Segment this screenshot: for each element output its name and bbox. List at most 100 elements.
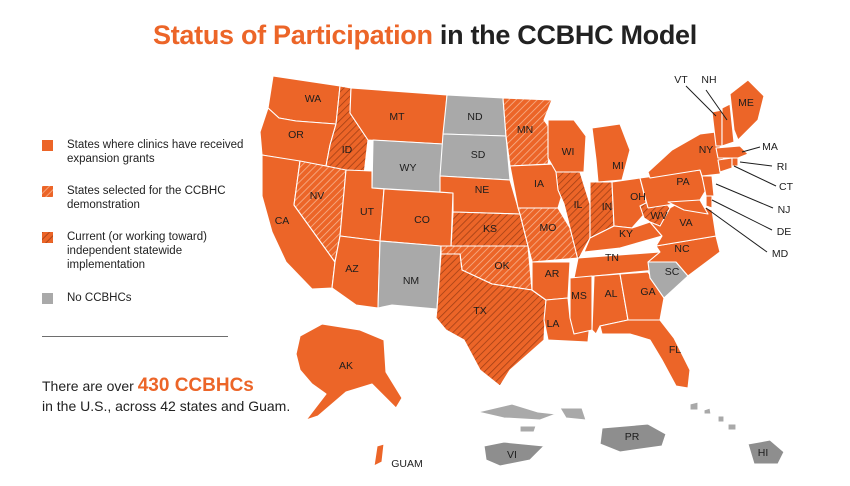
- map-title: Status of Participation in the CCBHC Mod…: [0, 20, 850, 51]
- label-VA: VA: [679, 217, 692, 229]
- territory-guam: [373, 443, 385, 467]
- footnote: There are over 430 CCBHCs in the U.S., a…: [42, 376, 342, 416]
- island-small-1: [689, 401, 699, 411]
- label-TN: TN: [605, 252, 619, 264]
- state-MA: [715, 145, 749, 159]
- footnote-post: in the U.S., across 42 states and Guam.: [42, 398, 291, 414]
- label-SC: SC: [665, 266, 680, 278]
- state-MO: [517, 207, 579, 263]
- label-KY: KY: [619, 228, 633, 240]
- state-MS: [569, 275, 593, 335]
- island-small-2: [703, 407, 712, 415]
- label-UT: UT: [360, 206, 375, 218]
- island-cuba: [477, 403, 557, 421]
- label-WY: WY: [400, 162, 417, 174]
- label-MD: MD: [772, 248, 789, 260]
- label-OK: OK: [494, 260, 509, 272]
- label-VI: VI: [507, 449, 517, 461]
- label-MT: MT: [389, 111, 405, 123]
- label-KS: KS: [483, 223, 497, 235]
- island-small-4: [727, 423, 737, 431]
- label-WV: WV: [651, 210, 668, 222]
- state-HI: [747, 439, 785, 465]
- swatch-light-hatch: [42, 186, 53, 197]
- label-MN: MN: [517, 124, 533, 136]
- island-hispaniola: [559, 407, 587, 421]
- label-NJ: NJ: [778, 204, 791, 216]
- label-MA: MA: [762, 141, 778, 153]
- legend-divider: [42, 336, 228, 337]
- label-PA: PA: [676, 176, 689, 188]
- label-MS: MS: [571, 290, 587, 302]
- state-AK: [295, 323, 403, 421]
- territory-pr: [599, 423, 667, 453]
- state-NJ: [701, 175, 715, 197]
- label-CT: CT: [779, 181, 794, 193]
- island-small-3: [717, 415, 725, 423]
- legend-label: No CCBHCs: [67, 292, 132, 304]
- state-FL: [599, 319, 691, 389]
- label-AR: AR: [545, 268, 560, 280]
- label-ME: ME: [738, 97, 754, 109]
- label-AL: AL: [605, 288, 618, 300]
- label-NC: NC: [674, 243, 690, 255]
- label-WI: WI: [562, 146, 575, 158]
- label-SD: SD: [471, 149, 486, 161]
- legend-label: Current (or working toward) independent …: [67, 231, 207, 271]
- state-DE: [705, 195, 713, 209]
- label-OR: OR: [288, 129, 304, 141]
- title-accent: Status of Participation: [153, 20, 433, 50]
- label-AZ: AZ: [345, 263, 359, 275]
- title-rest: in the CCBHC Model: [439, 20, 697, 50]
- label-GA: GA: [640, 286, 655, 298]
- swatch-solid: [42, 140, 53, 151]
- state-MD: [667, 199, 709, 215]
- label-CA: CA: [275, 215, 290, 227]
- state-RI: [731, 157, 739, 167]
- leader-lines: [685, 85, 777, 253]
- state-NM: [377, 240, 442, 310]
- label-NE: NE: [475, 184, 490, 196]
- state-MI: [591, 123, 631, 183]
- legend-label: States where clinics have received expan…: [67, 139, 244, 165]
- label-IN: IN: [602, 201, 613, 213]
- state-labels: WA OR CA ID NV MT WY UT AZ CO NM ND SD N…: [275, 74, 794, 470]
- label-RI: RI: [777, 161, 788, 173]
- label-CO: CO: [414, 214, 430, 226]
- label-FL: FL: [669, 344, 681, 356]
- legend-label: States selected for the CCBHC demonstrat…: [67, 185, 226, 211]
- state-WI: [547, 119, 587, 173]
- label-ND: ND: [467, 111, 483, 123]
- label-NH: NH: [701, 74, 716, 86]
- state-TX: [435, 253, 547, 387]
- label-WA: WA: [305, 93, 322, 105]
- label-MI: MI: [612, 160, 624, 172]
- label-NY: NY: [699, 144, 714, 156]
- territory-vi: [483, 441, 545, 467]
- label-guam: GUAM: [391, 458, 423, 470]
- swatch-dark-hatch: [42, 232, 53, 243]
- swatch-gray: [42, 293, 53, 304]
- label-IA: IA: [534, 178, 544, 190]
- island-jamaica: [519, 425, 537, 433]
- label-VT: VT: [674, 74, 688, 86]
- label-NM: NM: [403, 275, 419, 287]
- ccbhc-count: 430 CCBHCs: [137, 375, 254, 396]
- state-OH: [611, 177, 649, 229]
- label-MO: MO: [540, 222, 557, 234]
- label-IL: IL: [574, 199, 583, 211]
- state-GA: [619, 271, 665, 321]
- footnote-pre: There are over: [42, 378, 138, 394]
- label-HI: HI: [758, 447, 769, 459]
- label-ID: ID: [342, 144, 353, 156]
- label-TX: TX: [473, 305, 486, 317]
- label-AK: AK: [339, 360, 353, 372]
- state-NC: [647, 235, 721, 277]
- label-PR: PR: [625, 431, 640, 443]
- label-DE: DE: [777, 226, 792, 238]
- label-NV: NV: [310, 190, 325, 202]
- state-CT: [717, 157, 733, 173]
- state-ME: [729, 79, 765, 141]
- label-LA: LA: [547, 318, 560, 330]
